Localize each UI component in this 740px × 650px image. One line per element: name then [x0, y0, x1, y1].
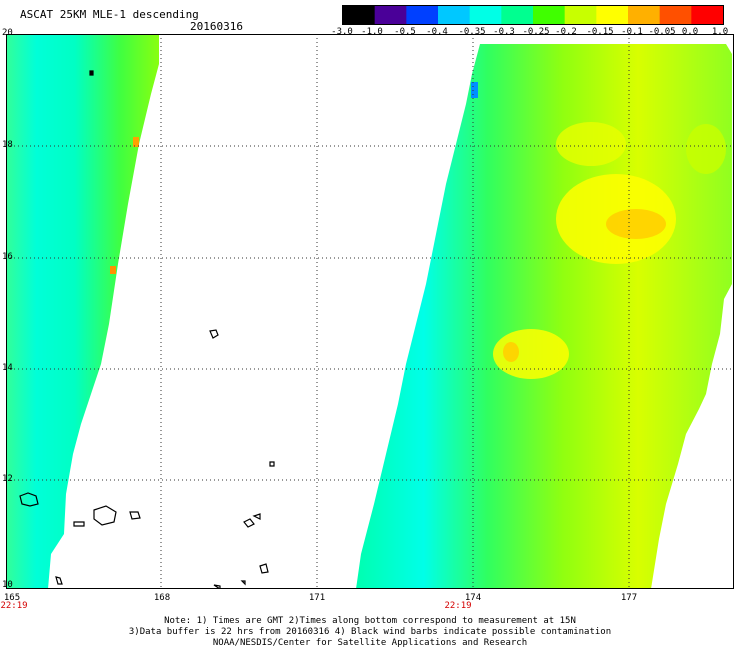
color-scale-bar: [342, 5, 724, 25]
footer-notes: Note: 1) Times are GMT 2)Times along bot…: [0, 616, 740, 649]
lat-label: 20: [2, 28, 13, 38]
island-outlines: [19, 70, 275, 589]
note-line: NOAA/NESDIS/Center for Satellite Applica…: [212, 638, 528, 648]
lon-label: 165: [3, 593, 21, 603]
color-scale-segment: [533, 6, 566, 24]
lat-label: 14: [2, 363, 13, 373]
lat-label: 16: [2, 252, 13, 262]
lat-label: 12: [2, 474, 13, 484]
color-scale-segment: [659, 6, 692, 24]
satellite-swath-map: [6, 34, 734, 589]
high-value-patch: [556, 122, 626, 166]
map-title: ASCAT 25KM MLE-1 descending: [20, 8, 199, 21]
color-scale-segment: [438, 6, 471, 24]
scale-label: -0.4: [426, 27, 448, 37]
scale-label: 1.0: [711, 27, 729, 37]
scale-label: -0.25: [522, 27, 550, 37]
swath-right: [356, 44, 732, 589]
color-scale-segment: [406, 6, 439, 24]
lat-lon-grid: [6, 34, 734, 589]
high-value-pixel: [133, 137, 139, 147]
low-value-pixel: [471, 82, 478, 98]
note-line: Note: 1) Times are GMT 2)Times along bot…: [164, 616, 576, 626]
color-scale-segment: [596, 6, 629, 24]
color-scale-segment: [628, 6, 661, 24]
color-scale-segment: [691, 6, 724, 24]
scale-label: -0.1: [621, 27, 643, 37]
time-label: 22:19: [0, 601, 28, 611]
scale-label: 0.0: [681, 27, 699, 37]
scale-label: -3.0: [331, 27, 353, 37]
scale-label: -0.35: [458, 27, 486, 37]
lon-label: 177: [620, 593, 638, 603]
color-scale-segment: [374, 6, 407, 24]
color-scale-segment: [564, 6, 597, 24]
color-scale-segment: [501, 6, 534, 24]
map-date: 20160316: [190, 20, 243, 33]
scale-label: -0.05: [648, 27, 676, 37]
scale-label: -0.5: [394, 27, 416, 37]
lon-label: 168: [153, 593, 171, 603]
lat-label: 18: [2, 140, 13, 150]
lat-label: 10: [2, 580, 13, 590]
color-scale-segment: [469, 6, 502, 24]
high-value-patch: [686, 124, 726, 174]
high-value-pixel: [110, 266, 116, 274]
scale-label: -0.15: [586, 27, 614, 37]
scale-label: -1.0: [361, 27, 383, 37]
time-label: 22:19: [444, 601, 472, 611]
high-value-patch: [493, 329, 569, 379]
swath-left: [6, 34, 159, 589]
map-frame: [6, 34, 734, 589]
scale-label: -0.3: [493, 27, 515, 37]
lon-label: 171: [308, 593, 326, 603]
high-value-patch: [606, 209, 666, 239]
note-line: 3)Data buffer is 22 hrs from 20160316 4)…: [128, 627, 612, 637]
high-value-patch: [503, 342, 519, 362]
lon-label: 174: [464, 593, 482, 603]
color-scale-border: [342, 5, 724, 25]
scale-label: -0.2: [555, 27, 577, 37]
color-scale-segment: [343, 6, 376, 24]
